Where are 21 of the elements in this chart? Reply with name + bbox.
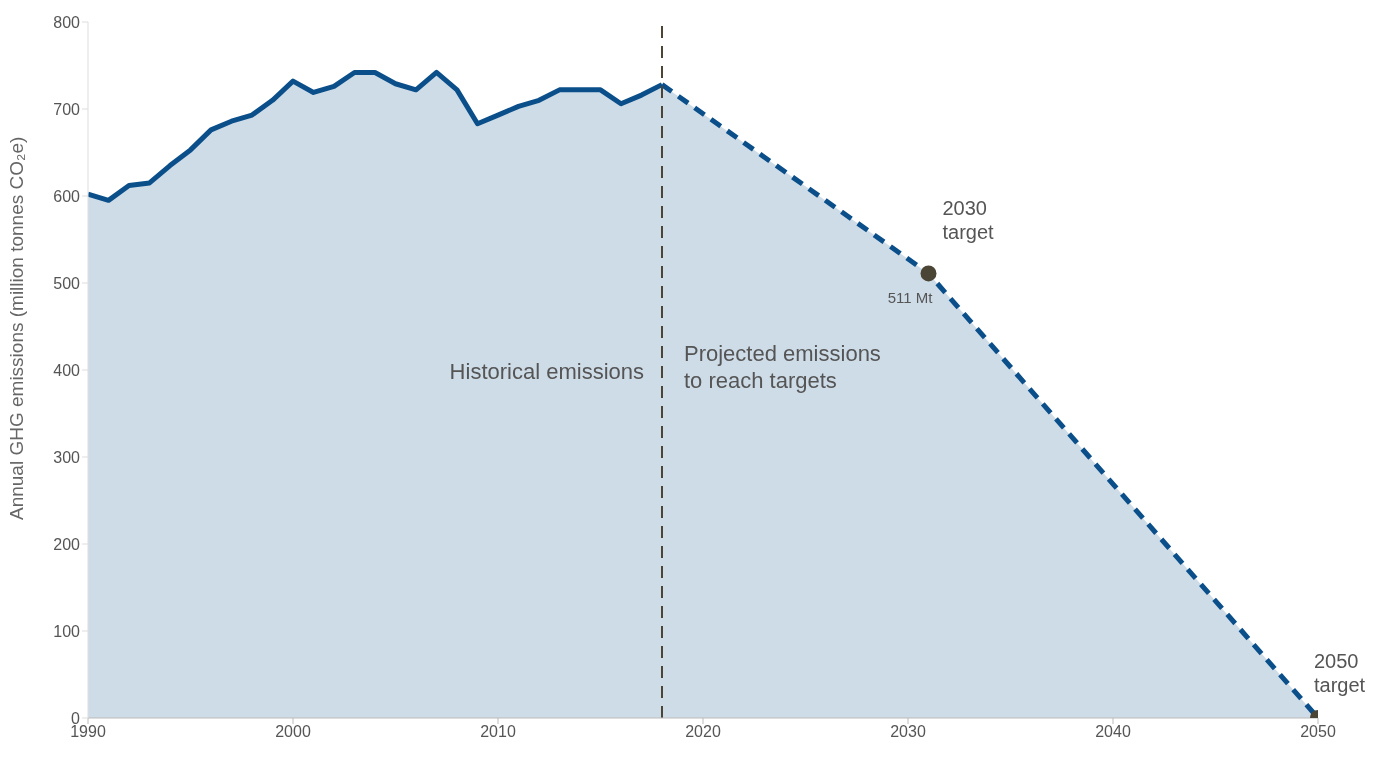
y-axis-title: Annual GHG emissions (million tonnes CO₂e) [5, 136, 27, 520]
y-tick-label: 200 [53, 535, 81, 553]
x-tick-label: 2020 [685, 723, 721, 741]
y-tick-label: 300 [53, 448, 81, 466]
x-tick-label: 2000 [275, 723, 311, 741]
x-tick-label: 2010 [480, 723, 516, 741]
y-tick-label: 600 [53, 187, 81, 205]
annotation: 2050 target [1314, 650, 1366, 696]
y-tick-label: 400 [53, 361, 81, 379]
y-tick-label: 100 [53, 622, 81, 640]
y-tick-label: 500 [53, 274, 81, 292]
x-tick-label: 2050 [1300, 723, 1336, 741]
y-tick-label: 700 [53, 100, 81, 118]
annotation: Historical emissions [449, 358, 644, 384]
x-tick-label: 2030 [890, 723, 926, 741]
annotation: Projected emissions to reach targets [684, 341, 881, 393]
annotation: 2030 target [942, 197, 995, 244]
y-tick-label: 800 [53, 13, 81, 31]
x-tick-label: 1990 [70, 723, 106, 741]
x-tick-label: 2040 [1095, 723, 1131, 741]
annotation: 511 Mt [887, 289, 934, 307]
